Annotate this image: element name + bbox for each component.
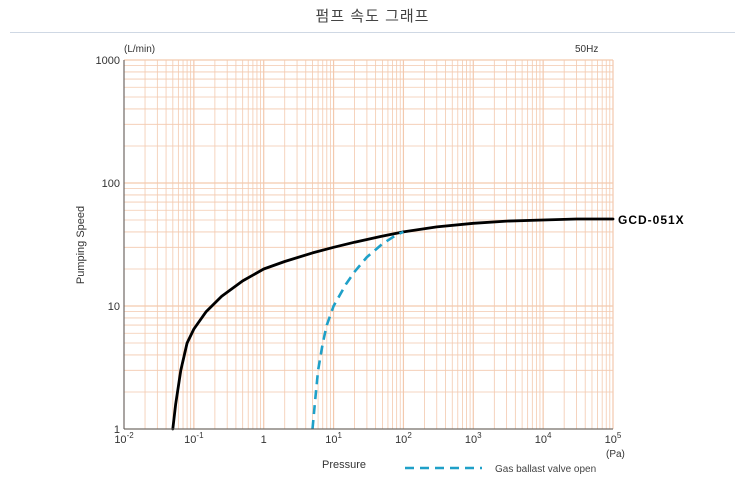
x-tick-label: 104 [535, 431, 552, 446]
y-tick-label: 10 [108, 301, 120, 313]
x-tick-label: 10-2 [114, 431, 134, 446]
x-tick-label: 101 [325, 431, 342, 446]
page-title: 펌프 속도 그래프 [315, 8, 430, 25]
x-tick-label: 102 [395, 431, 412, 446]
y-tick-label: 1000 [96, 55, 120, 67]
y-unit-label: (L/min) [124, 44, 155, 55]
legend-label-gas-ballast: Gas ballast valve open [495, 464, 596, 475]
frequency-note: 50Hz [575, 44, 598, 55]
x-axis-title: Pressure [322, 459, 366, 471]
x-tick-label: 10-1 [184, 431, 204, 446]
x-unit-label: (Pa) [606, 449, 625, 460]
x-tick-label: 103 [465, 431, 482, 446]
y-tick-label: 1 [114, 424, 120, 436]
series-line-gcd-051x [171, 217, 615, 431]
legend: Gas ballast valve open [405, 464, 596, 475]
x-tick-label: 105 [605, 431, 622, 446]
x-tick-label: 1 [261, 434, 267, 446]
title-bar: 펌프 속도 그래프 [10, 4, 735, 33]
series-line-gas-ballast [311, 230, 404, 430]
y-axis-title: Pumping Speed [75, 206, 87, 284]
series-layer: GCD-051X [171, 213, 685, 431]
y-tick-label: 100 [102, 178, 120, 190]
axes: 10-2 10-1 1 101 102 103 104 105 1 10 100 1000 [96, 55, 622, 446]
series-label-gcd-051x: GCD-051X [618, 213, 685, 227]
grid [123, 59, 614, 430]
